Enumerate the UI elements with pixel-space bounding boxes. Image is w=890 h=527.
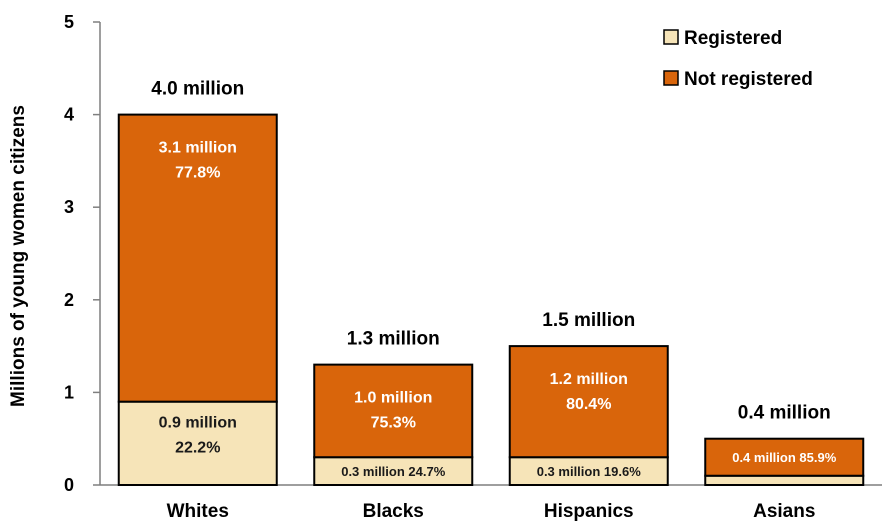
- data-label: 0.3 million 24.7%: [341, 464, 445, 479]
- bar-registered-asians: [704, 474, 865, 486]
- data-label: 3.1 million: [159, 140, 237, 157]
- data-label: 77.8%: [175, 165, 220, 182]
- legend-swatch-not-registered: [663, 70, 679, 86]
- x-tick-label: Hispanics: [544, 501, 634, 522]
- bar-total-label: 0.4 million: [738, 403, 831, 424]
- data-label: 0.4 million 85.9%: [732, 450, 836, 465]
- bar-registered-blacks: [313, 456, 474, 487]
- bar-not-registered-blacks: [313, 363, 474, 459]
- data-label: 1.0 million: [354, 390, 432, 407]
- data-label: 0.9 million: [159, 415, 237, 432]
- y-tick-label: 1: [64, 382, 74, 402]
- data-label: 1.2 million: [550, 371, 628, 388]
- y-axis-title-group: Millions of young women citizens: [8, 105, 29, 407]
- y-tick-label: 2: [64, 290, 74, 310]
- legend-label: Not registered: [684, 69, 813, 90]
- bar-not-registered-whites: [117, 113, 278, 403]
- y-tick-label: 3: [64, 197, 74, 217]
- legend: Registered Not registered: [663, 28, 813, 90]
- bar-total-label: 1.5 million: [542, 310, 635, 331]
- data-label: 75.3%: [371, 415, 416, 432]
- y-tick-label: 4: [64, 105, 74, 125]
- bars: [117, 113, 865, 487]
- data-label: 0.3 million 19.6%: [537, 464, 641, 479]
- bar-not-registered-asians: [704, 437, 865, 477]
- y-axis-title: Millions of young women citizens: [8, 105, 29, 407]
- y-tick-label: 5: [64, 12, 74, 32]
- legend-swatch-registered: [663, 29, 679, 45]
- bar-total-label: 4.0 million: [151, 79, 244, 100]
- bar-labels: Whites 4.0 million 3.1 million 77.8% 0.9 mil…: [151, 79, 836, 522]
- bar-not-registered-hispanics: [508, 345, 669, 459]
- x-tick-label: Whites: [167, 501, 229, 522]
- bar-total-label: 1.3 million: [347, 329, 440, 350]
- bar-registered-hispanics: [508, 456, 669, 487]
- x-tick-label: Blacks: [363, 501, 424, 522]
- data-label: 22.2%: [175, 440, 220, 457]
- x-tick-label: Asians: [753, 501, 815, 522]
- y-tick-label: 0: [64, 475, 74, 495]
- data-label: 80.4%: [566, 396, 611, 413]
- legend-label: Registered: [684, 28, 782, 49]
